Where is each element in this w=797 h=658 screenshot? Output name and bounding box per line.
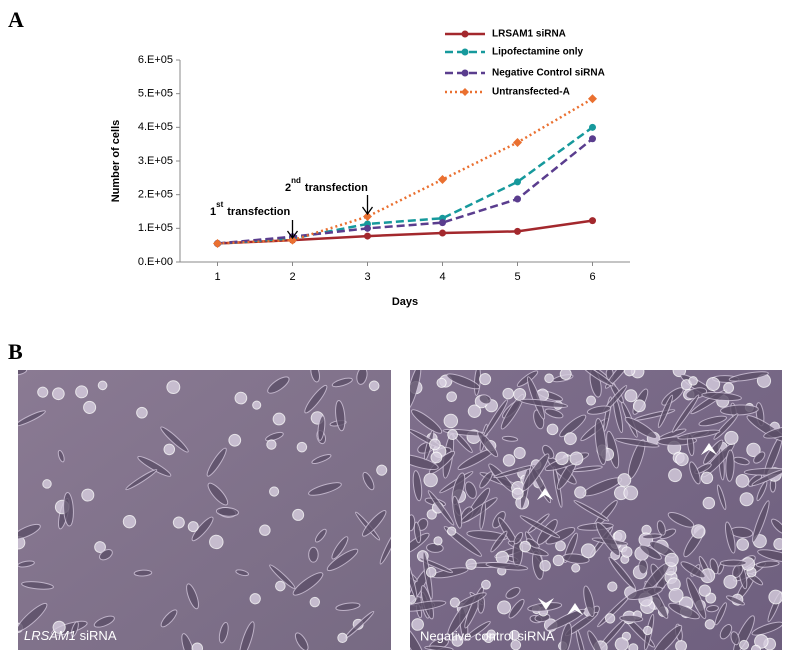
point	[589, 123, 596, 131]
point	[513, 137, 522, 147]
legend-marker	[461, 48, 469, 56]
panel-label: B	[8, 339, 23, 364]
image-caption: LRSAM1 siRNA	[24, 628, 117, 643]
image-caption: Negative control siRNA	[420, 628, 555, 643]
series-line	[217, 219, 593, 245]
annotation: 2nd transfection	[285, 176, 368, 194]
x-tick-label: 4	[439, 271, 445, 283]
x-tick-label: 5	[514, 271, 520, 283]
series-line	[217, 126, 594, 245]
point	[364, 224, 371, 232]
annotation: 1st transfection	[210, 200, 290, 218]
point	[589, 135, 596, 143]
legend-marker	[461, 69, 469, 77]
y-tick-label: 6.E+05	[138, 54, 173, 66]
point	[363, 212, 372, 222]
gene-name: LRSAM1	[24, 628, 76, 643]
chart: 0.E+00 1.E+05 2.E+05 3.E+05 4.E+05 5.E+05 6.E+…	[110, 29, 630, 308]
x-tick-label: 6	[589, 271, 595, 283]
annotation-suffix: nd	[291, 176, 301, 185]
arrow-head	[361, 206, 374, 216]
point	[514, 178, 521, 186]
series-line	[217, 97, 594, 245]
y-tick-label: 1.E+05	[138, 222, 173, 234]
annotation-suffix: st	[216, 200, 223, 209]
legend-label: Negative Control siRNA	[492, 68, 605, 79]
series-line	[217, 137, 594, 245]
arrow-head	[286, 230, 299, 240]
panel-label: A	[8, 7, 24, 32]
x-axis-title: Days	[392, 296, 418, 308]
legend-marker	[461, 30, 469, 38]
annotation-text: transfection	[227, 206, 290, 218]
legend-marker	[461, 88, 469, 96]
point	[514, 195, 521, 203]
y-tick-label: 2.E+05	[138, 189, 173, 201]
arrowheads	[537, 443, 717, 615]
legend-label: Lipofectamine only	[492, 47, 584, 58]
point	[438, 175, 447, 185]
point	[588, 94, 597, 104]
point	[439, 229, 446, 237]
micrograph	[410, 370, 782, 650]
y-axis-title: Number of cells	[110, 120, 122, 203]
x-tick-label: 2	[289, 271, 295, 283]
y-tick-label: 3.E+05	[138, 155, 173, 167]
x-tick-label: 3	[364, 271, 370, 283]
legend-label: LRSAM1 siRNA	[492, 29, 566, 40]
caption-text: siRNA	[80, 628, 117, 643]
point	[589, 217, 596, 225]
micrograph	[18, 370, 391, 650]
y-tick-label: 0.E+00	[138, 256, 173, 268]
point	[364, 232, 371, 240]
y-tick-label: 4.E+05	[138, 121, 173, 133]
point	[213, 238, 222, 248]
x-tick-label: 1	[214, 271, 220, 283]
annotation-number: 2	[285, 182, 291, 194]
annotation-number: 1	[210, 206, 216, 218]
y-tick-label: 5.E+05	[138, 88, 173, 100]
annotation-text: transfection	[305, 182, 368, 194]
point	[439, 219, 446, 227]
point	[514, 227, 521, 235]
legend-label: Untransfected-A	[492, 87, 570, 98]
point	[288, 235, 297, 245]
